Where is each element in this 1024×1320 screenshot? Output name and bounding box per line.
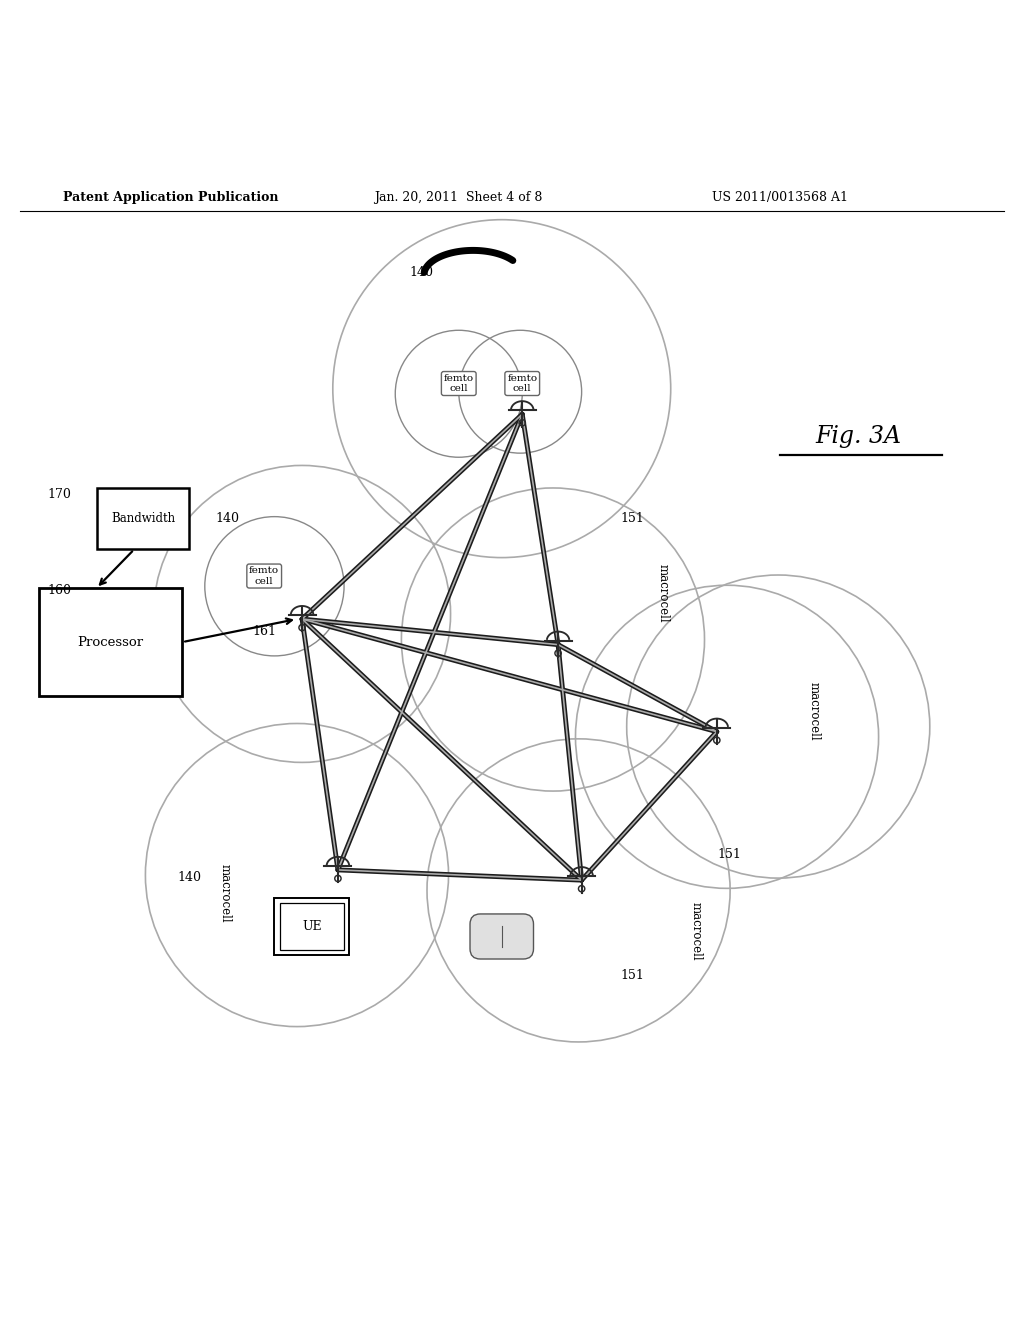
Text: 151: 151 xyxy=(621,512,645,525)
Text: 161: 161 xyxy=(252,624,276,638)
Text: Processor: Processor xyxy=(78,635,143,648)
FancyBboxPatch shape xyxy=(470,913,534,960)
Text: 160: 160 xyxy=(47,583,72,597)
Text: 151: 151 xyxy=(621,969,645,982)
Text: 151: 151 xyxy=(717,847,741,861)
Text: 170: 170 xyxy=(47,487,72,500)
Text: femto
cell: femto cell xyxy=(507,374,538,393)
Text: US 2011/0013568 A1: US 2011/0013568 A1 xyxy=(712,190,848,203)
Text: Patent Application Publication: Patent Application Publication xyxy=(63,190,279,203)
Text: macrocell: macrocell xyxy=(657,564,670,623)
Text: macrocell: macrocell xyxy=(219,865,231,923)
Text: femto
cell: femto cell xyxy=(249,566,280,586)
Text: macrocell: macrocell xyxy=(808,682,820,741)
FancyBboxPatch shape xyxy=(97,488,189,549)
Text: Jan. 20, 2011  Sheet 4 of 8: Jan. 20, 2011 Sheet 4 of 8 xyxy=(374,190,542,203)
Text: 140: 140 xyxy=(215,512,240,525)
Text: femto
cell: femto cell xyxy=(443,374,474,393)
FancyBboxPatch shape xyxy=(39,589,182,696)
Text: 140: 140 xyxy=(177,871,202,883)
FancyBboxPatch shape xyxy=(274,898,349,954)
Text: macrocell: macrocell xyxy=(690,902,702,961)
Text: UE: UE xyxy=(302,920,322,933)
Text: Fig. 3A: Fig. 3A xyxy=(815,425,901,449)
Text: Bandwidth: Bandwidth xyxy=(112,512,175,525)
Text: 140: 140 xyxy=(410,267,434,280)
